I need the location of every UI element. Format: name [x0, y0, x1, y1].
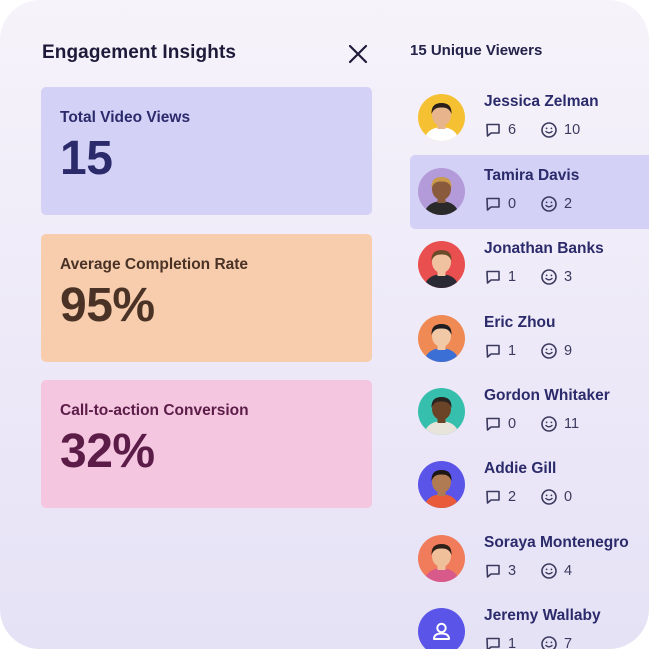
comment-count-value: 3 — [508, 563, 517, 579]
avatar-photo — [418, 315, 465, 362]
smiley-icon — [541, 196, 557, 212]
comment-icon — [486, 197, 500, 211]
comment-icon — [486, 123, 500, 137]
stat-label: Call-to-action Conversion — [60, 402, 249, 419]
viewer-row[interactable]: Jeremy Wallaby 1 7 — [410, 595, 649, 649]
viewer-row[interactable]: Jonathan Banks 1 3 — [410, 228, 649, 302]
viewer-name[interactable]: Tamira Davis — [484, 167, 580, 184]
avatar-photo — [418, 94, 465, 141]
stat-value: 15 — [60, 132, 113, 185]
avatar[interactable] — [418, 315, 465, 362]
comment-count-value: 1 — [508, 343, 517, 359]
stat-card-total-views: Total Video Views 15 — [41, 87, 372, 215]
reaction-count-value: 9 — [564, 343, 573, 359]
smiley-icon — [541, 343, 557, 359]
comment-count-value: 0 — [508, 196, 517, 212]
smiley-icon — [541, 636, 557, 649]
viewer-row[interactable]: Tamira Davis 0 2 — [410, 155, 649, 229]
avatar[interactable] — [418, 535, 465, 582]
viewer-row[interactable]: Addie Gill 2 0 — [410, 448, 649, 522]
comment-icon — [486, 637, 500, 649]
reaction-count-value: 0 — [564, 489, 573, 505]
stat-value: 32% — [60, 425, 155, 478]
smiley-icon — [541, 563, 557, 579]
comment-icon — [486, 270, 500, 284]
viewer-row[interactable]: Jessica Zelman 6 10 — [410, 81, 649, 155]
comment-count-value: 2 — [508, 489, 517, 505]
stat-label: Total Video Views — [60, 109, 191, 126]
smiley-icon — [541, 269, 557, 285]
user-placeholder-icon — [418, 608, 465, 649]
reaction-count: 4 — [540, 561, 572, 581]
stat-card-completion-rate: Average Completion Rate 95% — [41, 234, 372, 362]
comment-count-value: 0 — [508, 416, 517, 432]
comment-count: 6 — [484, 120, 516, 140]
avatar[interactable] — [418, 168, 465, 215]
comment-count-value: 1 — [508, 269, 517, 285]
viewers-title: 15 Unique Viewers — [410, 42, 543, 59]
close-icon[interactable] — [344, 40, 372, 68]
viewer-name[interactable]: Addie Gill — [484, 460, 557, 477]
viewer-name[interactable]: Soraya Montenegro — [484, 534, 629, 551]
viewer-row[interactable]: Gordon Whitaker 0 11 — [410, 375, 649, 449]
avatar[interactable] — [418, 608, 465, 649]
comment-count: 1 — [484, 634, 516, 649]
reaction-count-value: 4 — [564, 563, 573, 579]
comment-count: 1 — [484, 341, 516, 361]
avatar[interactable] — [418, 94, 465, 141]
comment-icon — [486, 344, 500, 358]
reaction-count-value: 7 — [564, 636, 573, 649]
avatar[interactable] — [418, 388, 465, 435]
reaction-count: 2 — [540, 194, 572, 214]
reaction-count-value: 10 — [564, 122, 581, 138]
avatar-photo — [418, 168, 465, 215]
comment-count: 2 — [484, 487, 516, 507]
viewer-name[interactable]: Jonathan Banks — [484, 240, 604, 257]
viewer-name[interactable]: Jessica Zelman — [484, 93, 599, 110]
reaction-count: 9 — [540, 341, 572, 361]
smiley-icon — [541, 489, 557, 505]
comment-icon — [486, 417, 500, 431]
avatar-photo — [418, 535, 465, 582]
stat-value: 95% — [60, 279, 155, 332]
comment-icon — [486, 564, 500, 578]
reaction-count: 0 — [540, 487, 572, 507]
reaction-count: 11 — [540, 414, 579, 434]
comment-count: 1 — [484, 267, 516, 287]
reaction-count: 10 — [540, 120, 580, 140]
close-button[interactable] — [344, 40, 372, 68]
comment-count-value: 6 — [508, 122, 517, 138]
avatar[interactable] — [418, 241, 465, 288]
comment-count: 0 — [484, 194, 516, 214]
avatar-photo — [418, 241, 465, 288]
avatar[interactable] — [418, 461, 465, 508]
viewer-name[interactable]: Jeremy Wallaby — [484, 607, 601, 624]
reaction-count: 7 — [540, 634, 572, 649]
avatar-photo — [418, 388, 465, 435]
comment-count: 0 — [484, 414, 516, 434]
comment-count-value: 1 — [508, 636, 517, 649]
reaction-count-value: 11 — [564, 416, 580, 432]
reaction-count-value: 3 — [564, 269, 573, 285]
stat-label: Average Completion Rate — [60, 256, 249, 273]
reaction-count-value: 2 — [564, 196, 573, 212]
viewer-row[interactable]: Eric Zhou 1 9 — [410, 302, 649, 376]
viewer-row[interactable]: Soraya Montenegro 3 4 — [410, 522, 649, 596]
viewer-name[interactable]: Eric Zhou — [484, 314, 556, 331]
panel-title: Engagement Insights — [42, 42, 237, 63]
reaction-count: 3 — [540, 267, 572, 287]
comment-icon — [486, 490, 500, 504]
comment-count: 3 — [484, 561, 516, 581]
smiley-icon — [541, 122, 557, 138]
viewer-name[interactable]: Gordon Whitaker — [484, 387, 610, 404]
smiley-icon — [541, 416, 557, 432]
avatar-photo — [418, 461, 465, 508]
stat-card-cta-conversion: Call-to-action Conversion 32% — [41, 380, 372, 508]
